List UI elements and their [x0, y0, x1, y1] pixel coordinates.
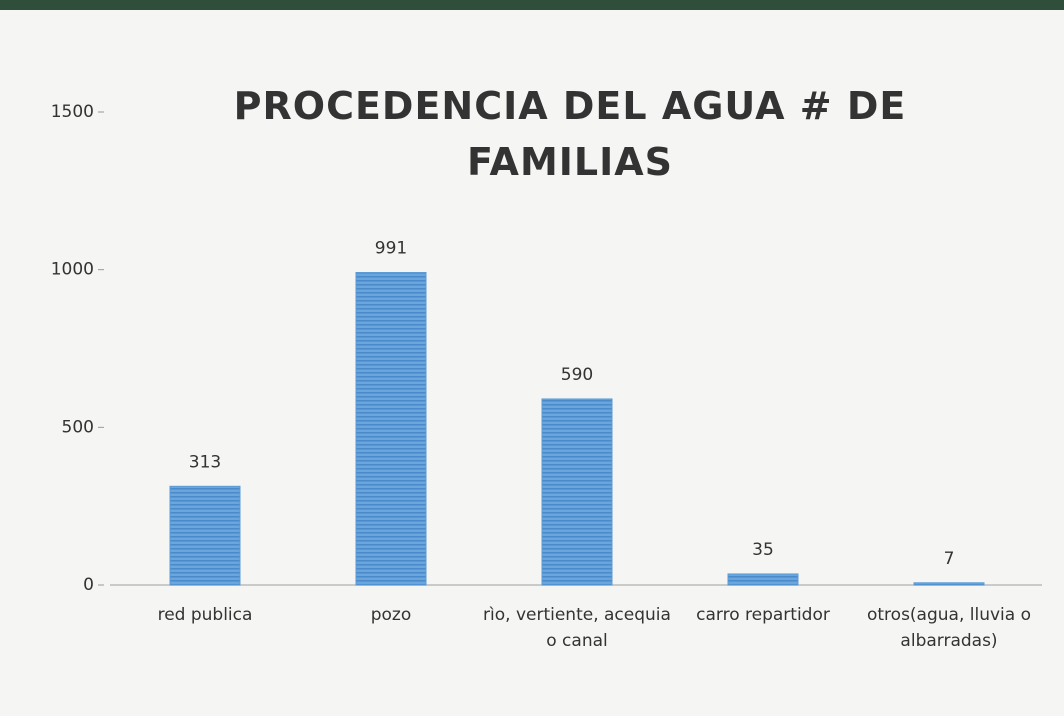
- bar: [913, 582, 985, 586]
- x-tick-label: red publica: [157, 605, 253, 625]
- y-tick-label: 1000: [51, 260, 94, 280]
- x-tick-box: pozo: [370, 605, 412, 625]
- x-tick-box: otros(agua, lluvia o albarradas): [866, 605, 1031, 651]
- x-tick-label: otros(agua, lluvia o albarradas): [866, 605, 1031, 651]
- x-tick-label: rìo, vertiente, acequia o canal: [483, 605, 671, 651]
- bar: [169, 485, 241, 586]
- x-tick-label: pozo: [370, 605, 412, 625]
- data-label: 991: [375, 239, 407, 259]
- chart-title: PROCEDENCIA DEL AGUA # DE FAMILIAS: [233, 84, 907, 184]
- top-strip: [0, 0, 1064, 10]
- data-label: 35: [752, 540, 774, 560]
- data-label: 590: [561, 365, 593, 385]
- title-box: PROCEDENCIA DEL AGUA # DE FAMILIAS: [233, 84, 907, 184]
- y-tick-label: 500: [62, 417, 94, 437]
- bar: [727, 573, 799, 586]
- bar: [355, 272, 427, 586]
- x-tick-box: carro repartidor: [696, 605, 830, 625]
- x-tick-box: rìo, vertiente, acequia o canal: [483, 605, 671, 651]
- y-tick-label: 0: [83, 575, 94, 595]
- data-label: 7: [944, 549, 955, 569]
- y-tick-label: 1500: [51, 102, 94, 122]
- bar: [541, 398, 613, 586]
- x-tick-label: carro repartidor: [696, 605, 830, 625]
- x-tick-box: red publica: [157, 605, 253, 625]
- data-label: 313: [189, 452, 221, 472]
